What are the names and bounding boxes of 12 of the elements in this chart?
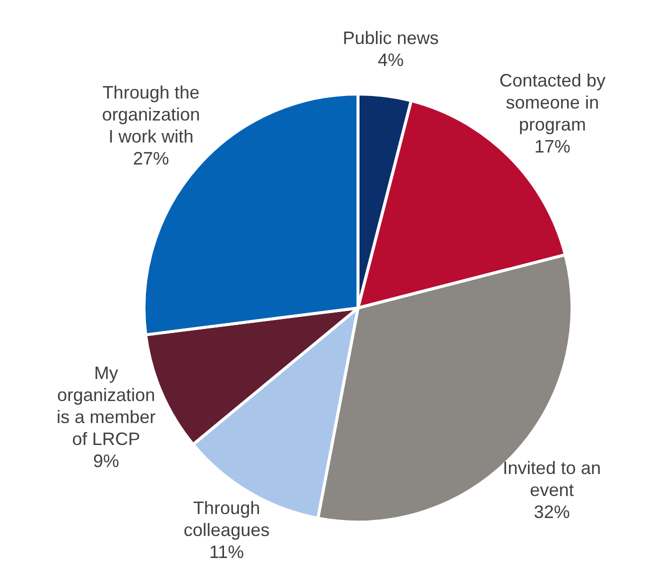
data-label: 32% — [534, 502, 570, 522]
data-label: 9% — [93, 451, 120, 472]
slice-label: Contacted by someone in program — [499, 70, 606, 135]
slice-label: My organization is a member of LRCP — [56, 363, 156, 450]
data-label: 27% — [132, 148, 169, 168]
slice-label: Through the organization I work with — [102, 82, 200, 146]
data-label: 11% — [209, 542, 244, 562]
data-label: 4% — [378, 50, 404, 70]
slice-label: Through colleagues — [184, 498, 270, 540]
slice-label: Invited to an event — [502, 458, 601, 500]
slice-label: Public news — [342, 28, 439, 48]
data-label: 17% — [534, 136, 570, 157]
